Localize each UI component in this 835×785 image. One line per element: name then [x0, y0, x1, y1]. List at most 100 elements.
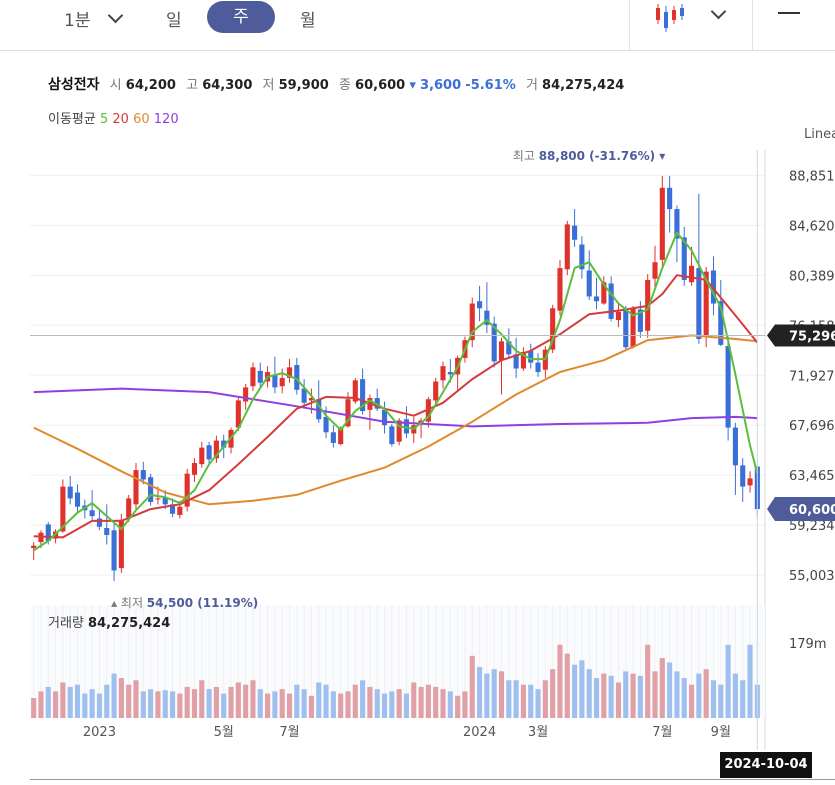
candle-body [667, 187, 673, 210]
candle-body [477, 301, 483, 309]
volume-bar [637, 675, 643, 718]
scale-mode-label[interactable]: Linea [804, 127, 835, 142]
candle-body [491, 323, 497, 362]
high-value: 64,300 [202, 78, 253, 93]
low-note-value: 54,500 (11.19%) [147, 596, 258, 610]
candle-body [703, 271, 709, 336]
ma120-line [33, 387, 758, 428]
volume-bar [316, 682, 322, 718]
toolbar-divider [752, 0, 753, 50]
close-label: 종 [338, 78, 351, 93]
volume-bar [38, 691, 44, 718]
volume-bar [520, 684, 526, 718]
high-note-value: 88,800 (-31.76%) ▾ [539, 149, 666, 163]
tab-1min[interactable]: 1분 [64, 11, 91, 31]
change-percent: -5.61% [465, 78, 516, 93]
toolbar-divider [629, 0, 630, 50]
crosshair-price-label: 75,296 [789, 329, 835, 344]
volume-bar [389, 691, 395, 718]
volume-bar [60, 682, 66, 718]
volume-label: 거 [525, 78, 538, 93]
cursor-date-tag: 2024-10-04 [720, 752, 812, 778]
volume-bar [455, 695, 461, 718]
candle-body [301, 388, 307, 403]
candle-body [126, 498, 132, 518]
candle-body [374, 398, 380, 409]
candle-body [206, 445, 212, 460]
ma5-line [33, 231, 759, 552]
candle-body [535, 362, 541, 373]
volume-bar [725, 644, 731, 718]
ma60-legend: 60 [133, 112, 150, 127]
candle-body [520, 351, 526, 369]
candlestick-icon[interactable] [652, 2, 688, 36]
volume-bar [118, 678, 124, 718]
volume-bar [396, 689, 402, 718]
volume-bar [425, 684, 431, 718]
candle-body [389, 426, 395, 445]
x-tick-label: 2024 [463, 725, 496, 740]
candle-body [659, 187, 665, 260]
volume-bar [374, 689, 380, 718]
stock-name: 삼성전자 [48, 77, 100, 93]
volume-bar [235, 682, 241, 718]
volume-bar [360, 680, 366, 718]
volume-bar [89, 689, 95, 718]
low-note-label: ▴ 최저 [111, 596, 147, 610]
volume-bar [228, 686, 234, 718]
candle-body [272, 374, 278, 388]
volume-bar [279, 689, 285, 718]
tab-daily[interactable]: 일 [166, 11, 182, 31]
x-tick-label: 7월 [652, 725, 672, 740]
last-price-tag [767, 497, 835, 522]
candle-body [550, 308, 556, 350]
candle-body [111, 530, 117, 571]
low-note: ▴ 최저 54,500 (11.19%) [111, 596, 258, 610]
candle-body [447, 372, 453, 375]
volume-bar [367, 686, 373, 718]
candle-body [710, 270, 717, 304]
tab-monthly[interactable]: 월 [300, 11, 316, 31]
candle-body [740, 465, 746, 487]
candle-body [31, 545, 37, 549]
high-note-label: 최고 [513, 149, 539, 163]
candle-body [169, 504, 176, 514]
volume-bar [528, 684, 534, 718]
candle-body [681, 237, 687, 280]
volume-bar [667, 662, 673, 718]
volume-bar [199, 680, 205, 718]
volume-value: 84,275,424 [542, 78, 625, 93]
candle-body [184, 473, 190, 507]
volume-bar [294, 684, 300, 718]
volume-bar [265, 693, 271, 718]
tab-weekly[interactable]: 주 [207, 1, 275, 33]
volume-bar [498, 671, 505, 718]
candle-body [257, 370, 263, 383]
volume-bar [550, 669, 556, 718]
volume-bar [447, 691, 453, 718]
candle-body [403, 419, 410, 434]
volume-bar [542, 680, 548, 718]
candle-body [469, 303, 475, 341]
candle-body [608, 283, 614, 319]
period-toolbar: 1분 일 주 월 [0, 0, 835, 51]
candle-body [557, 268, 563, 311]
volume-bar [126, 684, 132, 718]
volume-bar [601, 673, 607, 718]
x-tick-label: 7월 [279, 725, 299, 740]
crosshair-price-tag [767, 324, 835, 347]
candle-body [696, 268, 702, 339]
candle-body [498, 341, 505, 361]
volume-bar [586, 669, 592, 718]
candle-body [221, 440, 227, 448]
y-tick-label: 88,851 [789, 169, 835, 184]
volume-bar [286, 693, 293, 718]
high-note: 최고 88,800 (-31.76%) ▾ [513, 149, 666, 163]
volume-bar [169, 691, 176, 718]
volume-bar [330, 691, 336, 718]
menu-icon[interactable] [778, 12, 800, 14]
candle-body [60, 486, 66, 532]
volume-bar [31, 698, 37, 718]
volume-bar [572, 664, 578, 718]
